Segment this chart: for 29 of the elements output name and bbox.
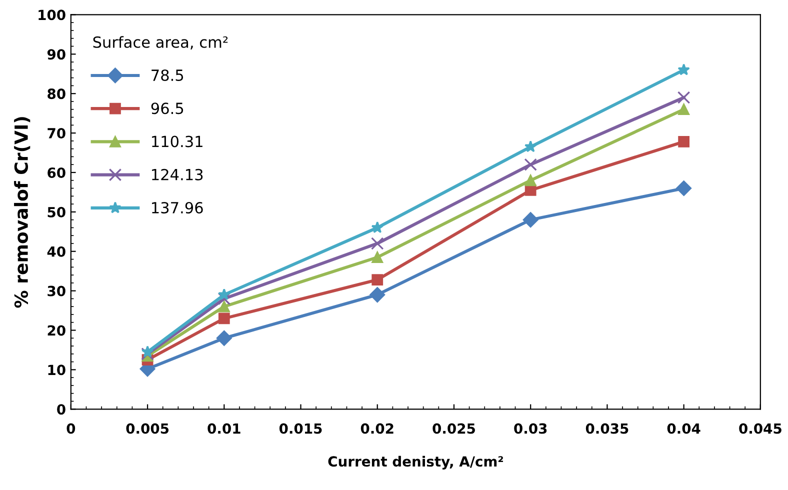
x-tick-label: 0.045 <box>739 423 782 434</box>
x-tick-label: 0.01 <box>208 423 240 434</box>
x-tick-label: 0.04 <box>667 423 700 434</box>
y-tick-label: 90 <box>47 49 66 60</box>
y-tick-label: 60 <box>48 167 66 178</box>
y-tick-label: 40 <box>47 246 66 257</box>
y-tick-label: 0 <box>57 404 66 415</box>
y-axis-title: % removalof Cr(VI) <box>14 117 30 308</box>
x-tick-label: 0.025 <box>432 423 475 434</box>
x-tick-label: 0.02 <box>360 423 394 434</box>
legend-label: 110.31 <box>152 136 202 148</box>
legend-label: 96.5 <box>151 102 184 114</box>
x-tick-label: 0.005 <box>126 423 169 434</box>
y-tick-label: 80 <box>48 88 66 100</box>
legend-label: 78.5 <box>152 69 184 82</box>
y-tick-label: 20 <box>48 325 66 336</box>
x-tick-label: 0.03 <box>514 423 547 434</box>
legend-title: Surface area, cm² <box>93 36 228 50</box>
x-tick-label: 0.015 <box>279 423 322 434</box>
legend-label: 137.96 <box>152 202 203 214</box>
x-tick-label: 0.035 <box>586 423 628 434</box>
y-tick-label: 100 <box>38 10 66 20</box>
y-tick-label: 30 <box>48 286 66 296</box>
x-tick-label: 0 <box>66 423 76 434</box>
y-tick-label: 50 <box>48 206 66 218</box>
x-axis-title: Current denisty, A/cm² <box>328 456 503 470</box>
legend-label: 124.13 <box>152 168 203 180</box>
y-tick-label: 70 <box>48 128 66 139</box>
y-tick-label: 10 <box>48 364 66 376</box>
